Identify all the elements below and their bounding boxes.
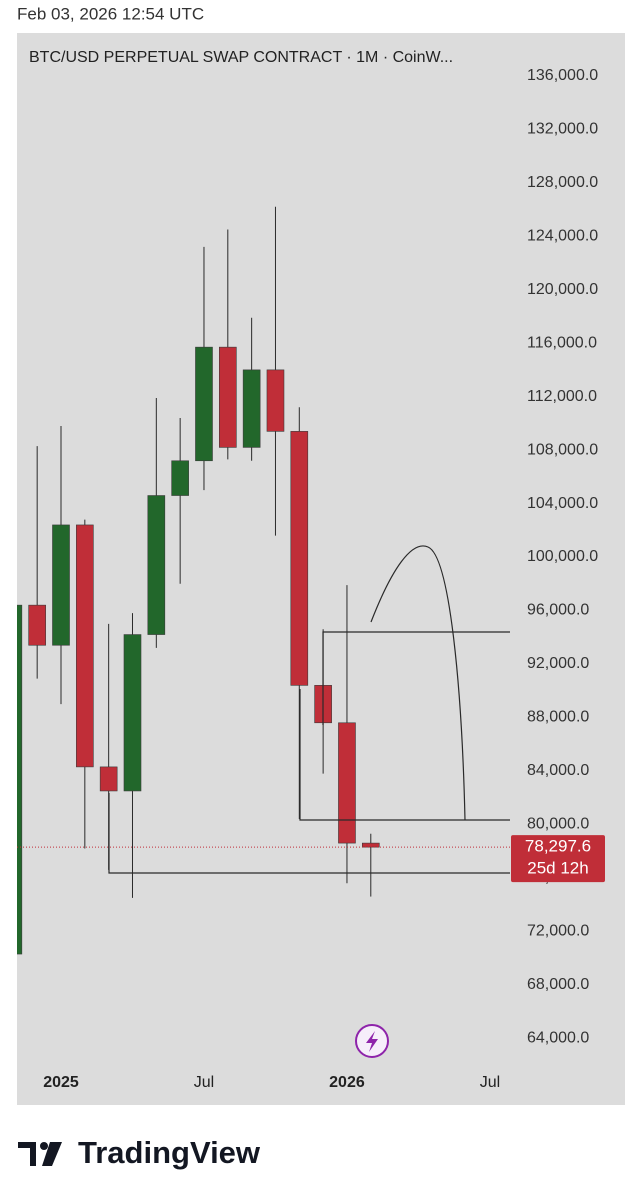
candle-body bbox=[123, 634, 142, 792]
drawn-level bbox=[108, 793, 510, 874]
brand: TradingView bbox=[78, 1135, 261, 1170]
y-tick-label: 80,000.0 bbox=[527, 816, 589, 833]
logo-mark bbox=[40, 1142, 48, 1150]
y-tick-label: 64,000.0 bbox=[527, 1029, 589, 1046]
candle-body bbox=[195, 346, 213, 462]
candle-body bbox=[361, 842, 380, 848]
candle-body bbox=[242, 369, 261, 448]
x-tick-label: Jul bbox=[480, 1074, 500, 1091]
icon-bolt[interactable] bbox=[366, 1031, 378, 1052]
countdown: 25d 12h bbox=[527, 859, 588, 878]
drawn-level bbox=[322, 631, 510, 725]
drawn-level bbox=[299, 689, 510, 821]
y-tick-label: 84,000.0 bbox=[527, 762, 589, 779]
tradingview-logo: TradingView bbox=[18, 1135, 261, 1170]
candle-body bbox=[266, 369, 285, 432]
lightning-icon[interactable] bbox=[355, 1024, 389, 1058]
logo-mark bbox=[42, 1142, 62, 1166]
y-tick-label: 120,000.0 bbox=[527, 281, 598, 298]
x-tick-label: Jul bbox=[194, 1074, 214, 1091]
chart-title: BTC/USD PERPETUAL SWAP CONTRACT · 1M · C… bbox=[29, 49, 453, 66]
candle-body bbox=[99, 766, 118, 792]
x-tick-label: 2026 bbox=[329, 1074, 365, 1091]
y-tick-label: 104,000.0 bbox=[527, 495, 598, 512]
y-tick-label: 72,000.0 bbox=[527, 923, 589, 940]
x-tick-label: 2025 bbox=[43, 1074, 79, 1091]
y-tick-label: 100,000.0 bbox=[527, 548, 598, 565]
drawn-arc bbox=[370, 545, 466, 821]
y-tick-label: 96,000.0 bbox=[527, 602, 589, 619]
y-tick-label: 128,000.0 bbox=[527, 174, 598, 191]
candle-body bbox=[219, 346, 237, 448]
candle-body bbox=[28, 604, 46, 646]
y-tick-label: 108,000.0 bbox=[527, 441, 598, 458]
y-tick-label: 136,000.0 bbox=[527, 67, 598, 84]
chart-panel bbox=[17, 33, 625, 1105]
y-tick-label: 68,000.0 bbox=[527, 976, 589, 993]
candle-body bbox=[52, 524, 70, 646]
plot-area bbox=[17, 206, 510, 955]
candle-body bbox=[338, 722, 356, 844]
y-tick-label: 112,000.0 bbox=[527, 388, 597, 405]
logo-mark bbox=[18, 1142, 36, 1166]
y-tick-label: 88,000.0 bbox=[527, 709, 589, 726]
price-axis: 64,000.068,000.072,000.076,000.080,000.0… bbox=[512, 67, 598, 1046]
candle-body bbox=[17, 604, 23, 955]
y-tick-label: 124,000.0 bbox=[527, 227, 598, 244]
last-price-box bbox=[511, 835, 605, 883]
candle-body bbox=[290, 431, 309, 686]
y-tick-label: 116,000.0 bbox=[527, 334, 597, 351]
y-tick-label: 132,000.0 bbox=[527, 120, 598, 137]
y-tick-label: 92,000.0 bbox=[527, 655, 589, 672]
candle-body bbox=[76, 524, 94, 768]
candle-body bbox=[171, 460, 189, 496]
drawings bbox=[108, 545, 510, 874]
timestamp: Feb 03, 2026 12:54 UTC bbox=[17, 4, 204, 23]
candle-body bbox=[147, 495, 166, 635]
last-price-label: 78,297.6 bbox=[525, 837, 591, 856]
